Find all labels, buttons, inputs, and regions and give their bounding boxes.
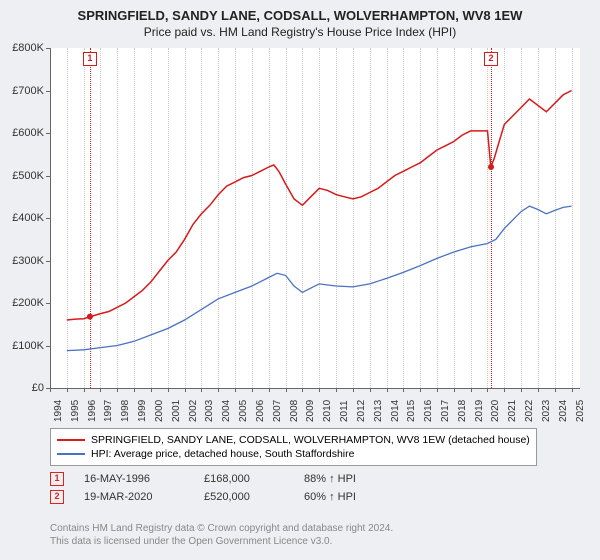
y-axis-label: £400K xyxy=(0,212,44,224)
transactions-table: 1 16-MAY-1996£168,00088% ↑ HPI 2 19-MAR-202… xyxy=(50,472,404,508)
chart-container: SPRINGFIELD, SANDY LANE, CODSALL, WOLVER… xyxy=(0,0,600,560)
line-chart-svg xyxy=(50,48,580,388)
footnote-line2: This data is licensed under the Open Gov… xyxy=(50,535,393,548)
transaction-row: 2 19-MAR-2020£520,00060% ↑ HPI xyxy=(50,490,404,504)
transaction-row: 1 16-MAY-1996£168,00088% ↑ HPI xyxy=(50,472,404,486)
x-axis-label: 2001 xyxy=(171,400,182,422)
x-axis-label: 2010 xyxy=(322,400,333,422)
transaction-price: £168,000 xyxy=(204,473,304,485)
y-axis-label: £600K xyxy=(0,127,44,139)
transaction-date: 19-MAR-2020 xyxy=(84,491,204,503)
x-axis-label: 2021 xyxy=(507,400,518,422)
x-axis-label: 2008 xyxy=(289,400,300,422)
x-axis-label: 2009 xyxy=(305,400,316,422)
legend-row: SPRINGFIELD, SANDY LANE, CODSALL, WOLVER… xyxy=(57,433,530,447)
transaction-marker: 1 xyxy=(50,472,64,486)
marker-label: 2 xyxy=(484,52,498,66)
transaction-marker: 2 xyxy=(50,490,64,504)
x-axis-label: 2016 xyxy=(423,400,434,422)
legend: SPRINGFIELD, SANDY LANE, CODSALL, WOLVER… xyxy=(50,428,537,466)
transaction-hpi: 88% ↑ HPI xyxy=(304,473,404,485)
y-axis-label: £500K xyxy=(0,170,44,182)
x-axis-label: 2003 xyxy=(204,400,215,422)
chart-title: SPRINGFIELD, SANDY LANE, CODSALL, WOLVER… xyxy=(0,0,600,23)
x-axis-label: 1996 xyxy=(87,400,98,422)
legend-label: HPI: Average price, detached house, Sout… xyxy=(91,448,354,460)
x-axis-label: 2000 xyxy=(154,400,165,422)
chart-subtitle: Price paid vs. HM Land Registry's House … xyxy=(0,23,600,39)
marker-dot xyxy=(87,314,93,320)
marker-label: 1 xyxy=(83,52,97,66)
x-axis-label: 2002 xyxy=(188,400,199,422)
legend-swatch xyxy=(57,439,85,441)
marker-dot xyxy=(488,164,494,170)
y-axis-label: £300K xyxy=(0,255,44,267)
transaction-date: 16-MAY-1996 xyxy=(84,473,204,485)
legend-row: HPI: Average price, detached house, Sout… xyxy=(57,447,530,461)
x-axis-label: 2014 xyxy=(390,400,401,422)
x-axis-label: 2013 xyxy=(373,400,384,422)
x-axis-label: 2018 xyxy=(457,400,468,422)
transaction-price: £520,000 xyxy=(204,491,304,503)
y-axis-label: £700K xyxy=(0,85,44,97)
x-axis-label: 1998 xyxy=(120,400,131,422)
series-property xyxy=(67,91,572,321)
transaction-hpi: 60% ↑ HPI xyxy=(304,491,404,503)
x-axis-label: 2007 xyxy=(272,400,283,422)
x-axis-label: 2017 xyxy=(440,400,451,422)
x-axis-label: 2025 xyxy=(575,400,586,422)
x-axis-label: 2023 xyxy=(541,400,552,422)
legend-label: SPRINGFIELD, SANDY LANE, CODSALL, WOLVER… xyxy=(91,434,530,446)
x-axis-label: 2011 xyxy=(339,400,350,422)
y-axis-label: £0 xyxy=(0,382,44,394)
y-axis-label: £100K xyxy=(0,340,44,352)
legend-swatch xyxy=(57,453,85,455)
x-axis-label: 2020 xyxy=(490,400,501,422)
x-axis-label: 2024 xyxy=(558,400,569,422)
x-axis-label: 2019 xyxy=(474,400,485,422)
footnote: Contains HM Land Registry data © Crown c… xyxy=(50,522,393,548)
series-hpi xyxy=(67,206,572,351)
x-axis-label: 1997 xyxy=(103,400,114,422)
x-axis-label: 2005 xyxy=(238,400,249,422)
x-axis-label: 1994 xyxy=(53,400,64,422)
x-axis-label: 2022 xyxy=(524,400,535,422)
x-axis-label: 2006 xyxy=(255,400,266,422)
x-axis-label: 2012 xyxy=(356,400,367,422)
x-axis-label: 2004 xyxy=(221,400,232,422)
y-axis-label: £200K xyxy=(0,297,44,309)
y-axis-label: £800K xyxy=(0,42,44,54)
x-axis-label: 1999 xyxy=(137,400,148,422)
footnote-line1: Contains HM Land Registry data © Crown c… xyxy=(50,522,393,535)
x-axis-label: 1995 xyxy=(70,400,81,422)
x-axis-label: 2015 xyxy=(406,400,417,422)
